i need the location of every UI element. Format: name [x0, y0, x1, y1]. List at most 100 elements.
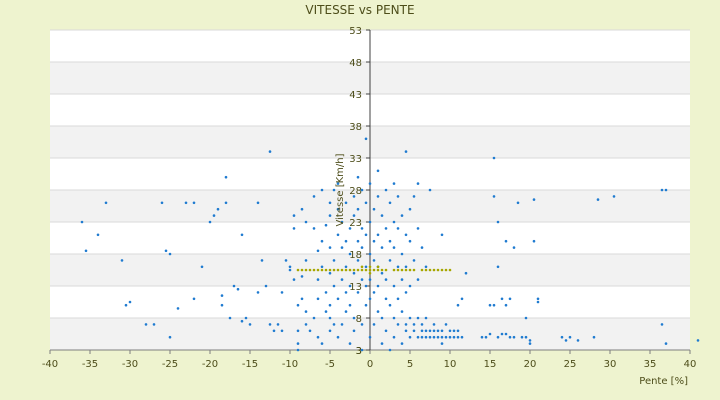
data-point-blue [396, 323, 400, 326]
data-point-blue [412, 259, 416, 262]
data-point-blue [500, 297, 504, 301]
data-point-blue [496, 220, 500, 224]
x-tick-label: 30 [604, 359, 617, 370]
data-point-blue [440, 335, 444, 339]
data-point-yellow [368, 268, 372, 272]
data-point-blue [336, 335, 340, 339]
data-point-blue [364, 137, 368, 141]
data-point-blue [152, 323, 156, 326]
data-point-blue [592, 335, 596, 339]
x-axis-label: Pente [%] [639, 376, 688, 387]
data-point-blue [460, 297, 464, 301]
data-point-blue [376, 195, 380, 198]
data-point-blue [336, 233, 340, 237]
data-point-blue [260, 259, 264, 262]
data-point-blue [408, 335, 412, 339]
data-point-blue [144, 323, 148, 326]
data-point-blue [372, 259, 376, 262]
x-tick-label: -30 [122, 359, 138, 370]
data-point-blue [352, 329, 356, 333]
data-point-blue [364, 233, 368, 237]
data-point-yellow [436, 268, 440, 272]
data-point-blue [348, 342, 352, 345]
y-tick-label: 18 [349, 250, 362, 261]
data-point-blue [304, 310, 308, 313]
data-point-blue [376, 310, 380, 313]
data-point-blue [320, 265, 324, 269]
data-point-blue [660, 188, 664, 192]
data-point-blue [452, 335, 456, 339]
x-tick-label: 25 [564, 359, 577, 370]
data-point-blue [364, 303, 368, 307]
data-point-blue [288, 268, 292, 272]
data-point-blue [128, 300, 132, 304]
data-point-blue [236, 287, 240, 291]
data-point-blue [696, 339, 700, 342]
data-point-blue [560, 335, 564, 339]
data-point-yellow [300, 268, 304, 272]
data-point-blue [392, 246, 396, 249]
data-point-blue [248, 323, 252, 326]
data-point-blue [412, 323, 416, 326]
data-point-blue [384, 227, 388, 230]
x-tick-label: -20 [202, 359, 218, 370]
data-point-blue [324, 223, 328, 227]
data-point-blue [368, 220, 372, 224]
data-point-blue [120, 259, 124, 262]
data-point-blue [240, 319, 244, 323]
data-point-blue [332, 323, 336, 326]
data-point-blue [360, 323, 364, 326]
x-tick-label: -25 [162, 359, 178, 370]
data-point-blue [364, 201, 368, 205]
y-tick-label: 13 [349, 282, 362, 293]
data-point-blue [440, 233, 444, 237]
data-point-blue [428, 335, 432, 339]
data-point-yellow [360, 265, 364, 269]
data-point-blue [424, 316, 428, 320]
data-point-blue [296, 348, 300, 352]
data-point-blue [232, 284, 236, 288]
data-point-blue [224, 201, 228, 205]
data-point-blue [428, 188, 432, 192]
data-point-blue [104, 201, 108, 205]
data-point-blue [244, 316, 248, 320]
data-point-blue [524, 335, 528, 339]
data-point-blue [336, 182, 340, 185]
data-point-yellow [304, 268, 308, 272]
data-point-blue [292, 214, 296, 217]
y-axis-label: Vitesse [Km/h] [335, 153, 346, 226]
data-point-blue [280, 329, 284, 333]
data-point-blue [436, 329, 440, 333]
data-point-blue [352, 316, 356, 320]
data-point-blue [296, 342, 300, 345]
data-point-blue [612, 195, 616, 198]
data-point-blue [504, 303, 508, 307]
data-point-blue [356, 207, 360, 211]
data-point-blue [408, 239, 412, 243]
data-point-yellow [448, 268, 452, 272]
data-point-blue [496, 265, 500, 269]
x-tick-label: -5 [325, 359, 335, 370]
x-tick-label: -10 [282, 359, 298, 370]
data-point-blue [372, 239, 376, 243]
data-point-blue [428, 329, 432, 333]
data-point-blue [380, 214, 384, 217]
data-point-blue [664, 188, 668, 192]
data-point-blue [404, 329, 408, 333]
data-point-blue [516, 201, 520, 205]
data-point-blue [308, 329, 312, 333]
data-point-yellow [424, 268, 428, 272]
data-point-blue [404, 233, 408, 237]
data-point-blue [496, 335, 500, 339]
data-point-blue [368, 278, 372, 281]
data-point-blue [320, 342, 324, 345]
data-point-blue [400, 252, 404, 256]
data-point-blue [320, 239, 324, 243]
y-tick-label: 38 [349, 122, 362, 133]
data-point-blue [168, 252, 172, 256]
data-point-blue [464, 271, 468, 275]
data-point-blue [492, 156, 496, 160]
data-point-blue [504, 332, 508, 336]
